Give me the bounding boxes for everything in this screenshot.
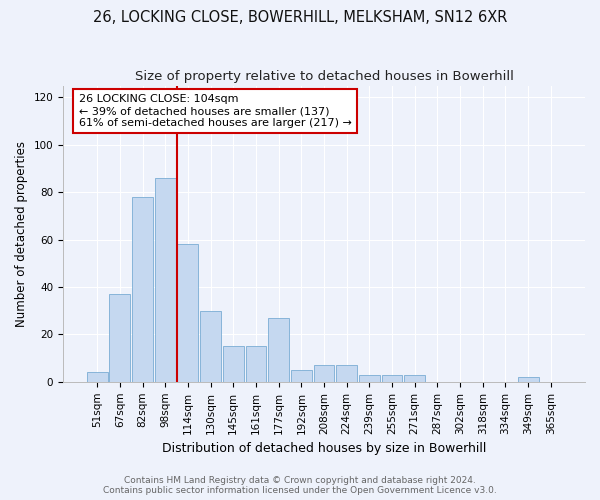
Bar <box>155 178 176 382</box>
Y-axis label: Number of detached properties: Number of detached properties <box>15 140 28 326</box>
Text: Contains HM Land Registry data © Crown copyright and database right 2024.
Contai: Contains HM Land Registry data © Crown c… <box>103 476 497 495</box>
Bar <box>382 374 403 382</box>
X-axis label: Distribution of detached houses by size in Bowerhill: Distribution of detached houses by size … <box>162 442 486 455</box>
Bar <box>336 365 357 382</box>
Bar <box>291 370 312 382</box>
Bar <box>268 318 289 382</box>
Text: 26, LOCKING CLOSE, BOWERHILL, MELKSHAM, SN12 6XR: 26, LOCKING CLOSE, BOWERHILL, MELKSHAM, … <box>93 10 507 25</box>
Title: Size of property relative to detached houses in Bowerhill: Size of property relative to detached ho… <box>134 70 514 83</box>
Bar <box>359 374 380 382</box>
Bar <box>132 197 153 382</box>
Bar <box>87 372 107 382</box>
Bar <box>518 377 539 382</box>
Bar <box>314 365 334 382</box>
Bar <box>109 294 130 382</box>
Bar <box>404 374 425 382</box>
Bar <box>178 244 199 382</box>
Text: 26 LOCKING CLOSE: 104sqm
← 39% of detached houses are smaller (137)
61% of semi-: 26 LOCKING CLOSE: 104sqm ← 39% of detach… <box>79 94 352 128</box>
Bar <box>223 346 244 382</box>
Bar <box>245 346 266 382</box>
Bar <box>200 310 221 382</box>
